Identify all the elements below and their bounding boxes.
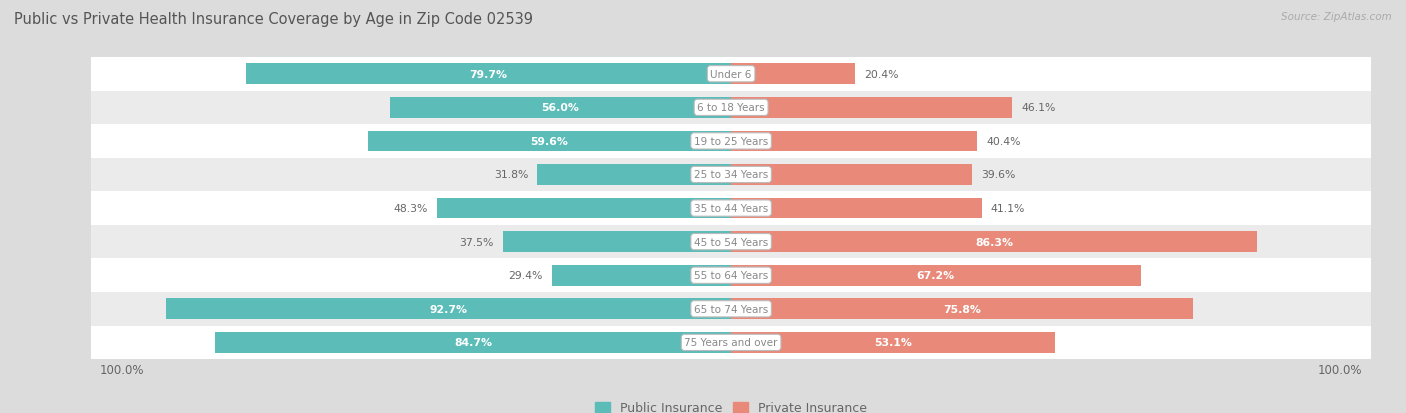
- Text: 67.2%: 67.2%: [917, 271, 955, 280]
- Text: 55 to 64 Years: 55 to 64 Years: [695, 271, 768, 280]
- Bar: [91, 292, 1371, 326]
- Bar: [537, 165, 731, 185]
- Text: 48.3%: 48.3%: [394, 204, 427, 214]
- Bar: [731, 131, 977, 152]
- Text: 39.6%: 39.6%: [981, 170, 1017, 180]
- Text: 35 to 44 Years: 35 to 44 Years: [695, 204, 768, 214]
- Bar: [91, 326, 1371, 359]
- Text: 41.1%: 41.1%: [991, 204, 1025, 214]
- Bar: [246, 64, 731, 85]
- Bar: [731, 232, 1257, 252]
- Text: 59.6%: 59.6%: [530, 137, 568, 147]
- Bar: [91, 225, 1371, 259]
- Bar: [166, 299, 731, 319]
- Bar: [731, 265, 1140, 286]
- Bar: [731, 198, 981, 219]
- Text: 37.5%: 37.5%: [460, 237, 494, 247]
- Bar: [553, 265, 731, 286]
- Text: 56.0%: 56.0%: [541, 103, 579, 113]
- Bar: [215, 332, 731, 353]
- Bar: [91, 58, 1371, 91]
- Bar: [91, 125, 1371, 158]
- Text: Public vs Private Health Insurance Coverage by Age in Zip Code 02539: Public vs Private Health Insurance Cover…: [14, 12, 533, 27]
- Bar: [731, 332, 1054, 353]
- Text: 25 to 34 Years: 25 to 34 Years: [695, 170, 768, 180]
- Bar: [731, 98, 1012, 119]
- Bar: [91, 91, 1371, 125]
- Text: 19 to 25 Years: 19 to 25 Years: [695, 137, 768, 147]
- Bar: [368, 131, 731, 152]
- Bar: [389, 98, 731, 119]
- Text: 84.7%: 84.7%: [454, 337, 492, 348]
- Bar: [502, 232, 731, 252]
- Bar: [91, 259, 1371, 292]
- Text: 45 to 54 Years: 45 to 54 Years: [695, 237, 768, 247]
- Text: 6 to 18 Years: 6 to 18 Years: [697, 103, 765, 113]
- Text: 40.4%: 40.4%: [987, 137, 1021, 147]
- Text: 79.7%: 79.7%: [470, 69, 508, 80]
- Bar: [731, 299, 1192, 319]
- Text: 65 to 74 Years: 65 to 74 Years: [695, 304, 768, 314]
- Text: 53.1%: 53.1%: [875, 337, 912, 348]
- Bar: [731, 165, 973, 185]
- Legend: Public Insurance, Private Insurance: Public Insurance, Private Insurance: [591, 396, 872, 413]
- Text: 75.8%: 75.8%: [943, 304, 981, 314]
- Bar: [731, 64, 855, 85]
- Text: 75 Years and over: 75 Years and over: [685, 337, 778, 348]
- Text: 86.3%: 86.3%: [974, 237, 1012, 247]
- Bar: [91, 192, 1371, 225]
- Bar: [91, 158, 1371, 192]
- Text: 20.4%: 20.4%: [865, 69, 898, 80]
- Text: 46.1%: 46.1%: [1021, 103, 1056, 113]
- Bar: [437, 198, 731, 219]
- Text: 31.8%: 31.8%: [494, 170, 529, 180]
- Text: Under 6: Under 6: [710, 69, 752, 80]
- Text: Source: ZipAtlas.com: Source: ZipAtlas.com: [1281, 12, 1392, 22]
- Text: 92.7%: 92.7%: [430, 304, 468, 314]
- Text: 29.4%: 29.4%: [509, 271, 543, 280]
